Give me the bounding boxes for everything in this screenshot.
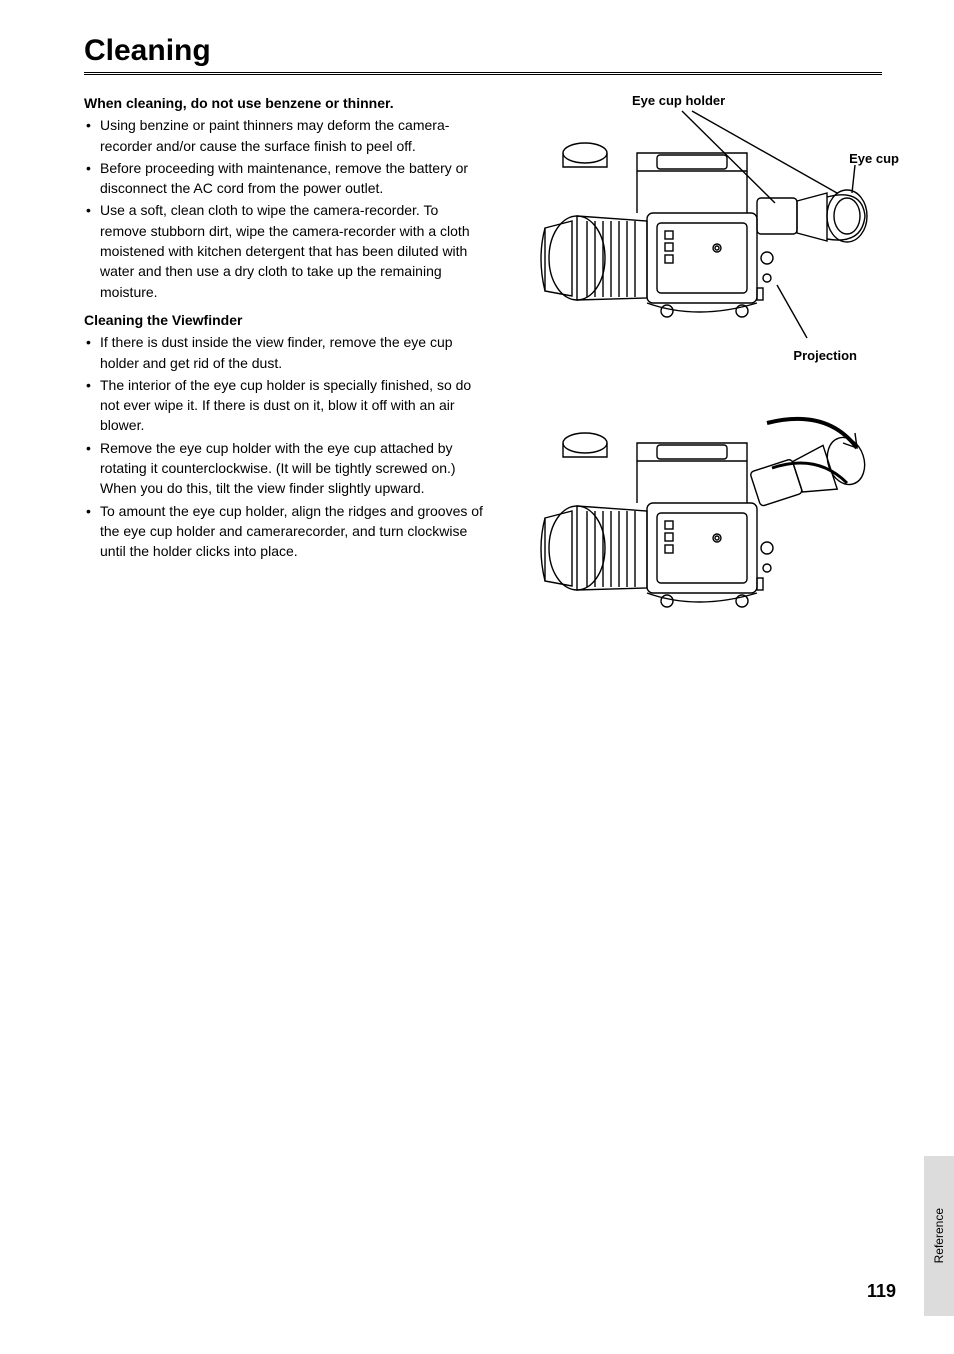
label-eye-cup-holder: Eye cup holder	[632, 93, 725, 108]
list-item: Remove the eye cup holder with the eye c…	[84, 438, 484, 499]
list-item: To amount the eye cup holder, align the …	[84, 501, 484, 562]
right-column: Eye cup holder Eye cup Projection	[512, 93, 882, 653]
figure-1: Eye cup holder Eye cup Projection	[517, 93, 877, 363]
section2-list: If there is dust inside the view finder,…	[84, 332, 484, 561]
left-column: When cleaning, do not use benzene or thi…	[84, 93, 484, 653]
label-eye-cup: Eye cup	[849, 151, 899, 166]
page-number: 119	[867, 1281, 896, 1302]
list-item: If there is dust inside the view finder,…	[84, 332, 484, 373]
list-item: The interior of the eye cup holder is sp…	[84, 375, 484, 436]
list-item: Before proceeding with maintenance, remo…	[84, 158, 484, 199]
section2-heading: Cleaning the Viewfinder	[84, 310, 484, 330]
side-tab-label: Reference	[932, 1208, 946, 1263]
list-item: Using benzine or paint thinners may defo…	[84, 115, 484, 156]
section1-heading: When cleaning, do not use benzene or thi…	[84, 93, 484, 113]
side-tab: Reference	[924, 1156, 954, 1316]
content-columns: When cleaning, do not use benzene or thi…	[84, 93, 882, 653]
page-title: Cleaning	[84, 34, 882, 75]
list-item: Use a soft, clean cloth to wipe the came…	[84, 200, 484, 301]
label-projection: Projection	[793, 348, 857, 363]
figure-2	[517, 393, 877, 653]
camera-illustration-1-icon	[517, 93, 877, 363]
section1-list: Using benzine or paint thinners may defo…	[84, 115, 484, 302]
camera-illustration-2-icon	[517, 393, 877, 653]
